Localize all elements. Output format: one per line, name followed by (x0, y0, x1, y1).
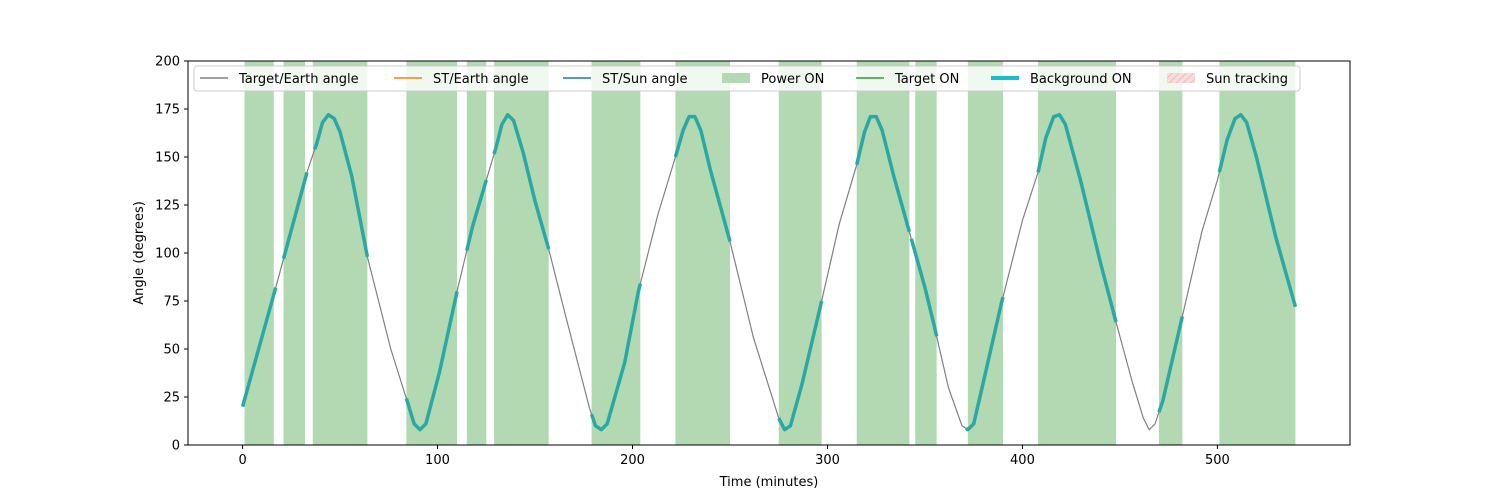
legend-item-4: Target ON (856, 72, 959, 87)
target-earth-angle-line (242, 113, 1296, 431)
power-on-span-4 (466, 61, 487, 445)
background-on-segment-8 (777, 300, 824, 432)
power-on-span-11 (967, 61, 1003, 445)
y-tick-label-25: 25 (163, 391, 180, 406)
x-axis: 0 100 200 300 400 500 (238, 445, 1230, 468)
background-on-segment-13 (1157, 315, 1185, 413)
x-tick-label-400: 400 (1010, 453, 1035, 468)
legend-label: Sun tracking (1206, 72, 1288, 87)
power-on-span-2 (312, 61, 368, 445)
x-tick-label-200: 200 (620, 453, 645, 468)
power-on-span-10 (915, 61, 937, 445)
x-axis-title: Time (minutes) (719, 475, 819, 490)
legend-swatch (1167, 73, 1195, 83)
background-on-segment-6 (589, 283, 643, 432)
legend-label: Power ON (761, 72, 824, 87)
background-on-segment-4 (465, 179, 488, 252)
angle-series (240, 113, 1298, 432)
background-on-segment-14 (1217, 113, 1298, 308)
y-tick-label-0: 0 (172, 439, 180, 454)
x-tick-label-100: 100 (425, 453, 450, 468)
legend-item-3: Power ON (722, 72, 824, 87)
legend-swatch (722, 73, 750, 83)
x-tick-label-500: 500 (1205, 453, 1230, 468)
legend-label: ST/Sun angle (602, 72, 688, 87)
legend-label: Background ON (1030, 72, 1132, 87)
background-on-segment-3 (404, 291, 459, 432)
y-axis: 0 25 50 75 100 125 150 175 200 (155, 55, 188, 454)
background-on-segment-10 (909, 238, 939, 337)
legend-label: Target/Earth angle (238, 72, 359, 87)
x-tick-label-0: 0 (238, 453, 246, 468)
legend-label: Target ON (894, 72, 959, 87)
y-tick-label-75: 75 (163, 295, 180, 310)
y-tick-label-200: 200 (155, 55, 180, 70)
background-on-segment-2 (313, 113, 370, 258)
legend-item-6: Sun tracking (1167, 72, 1288, 87)
power-on-span-9 (856, 61, 910, 445)
background-on-segment-9 (855, 114, 912, 233)
power-on-span-14 (1219, 61, 1296, 445)
legend-item-5: Background ON (991, 72, 1132, 87)
power-on-span-1 (283, 61, 305, 445)
x-tick-label-300: 300 (815, 453, 840, 468)
legend-item-1: ST/Earth angle (394, 72, 529, 87)
y-tick-label-100: 100 (155, 247, 180, 262)
power-on-span-6 (591, 61, 641, 445)
power-on-span-7 (675, 61, 731, 445)
background-on-segment-0 (240, 287, 278, 408)
power-on-span-5 (494, 61, 549, 445)
power-on-span-8 (778, 61, 822, 445)
background-on-segment-1 (281, 171, 309, 260)
legend-item-0: Target/Earth angle (200, 72, 359, 87)
background-on-segment-12 (1036, 113, 1118, 323)
power-on-span-3 (406, 61, 458, 445)
legend: Target/Earth angle ST/Earth angle ST/Sun a… (193, 65, 1301, 92)
background-on-segment-11 (964, 296, 1005, 432)
power-on-spans (244, 61, 1296, 445)
background-on-segment-5 (492, 113, 551, 250)
y-tick-label-175: 175 (155, 103, 180, 118)
y-tick-label-150: 150 (155, 151, 180, 166)
legend-label: ST/Earth angle (433, 72, 529, 87)
y-tick-label-125: 125 (155, 199, 180, 214)
y-tick-label-50: 50 (163, 343, 180, 358)
power-on-span-12 (1038, 61, 1117, 445)
power-on-span-13 (1158, 61, 1183, 445)
legend-item-2: ST/Sun angle (563, 72, 688, 87)
y-axis-title: Angle (degrees) (132, 201, 147, 305)
background-on-segment-7 (673, 114, 732, 242)
